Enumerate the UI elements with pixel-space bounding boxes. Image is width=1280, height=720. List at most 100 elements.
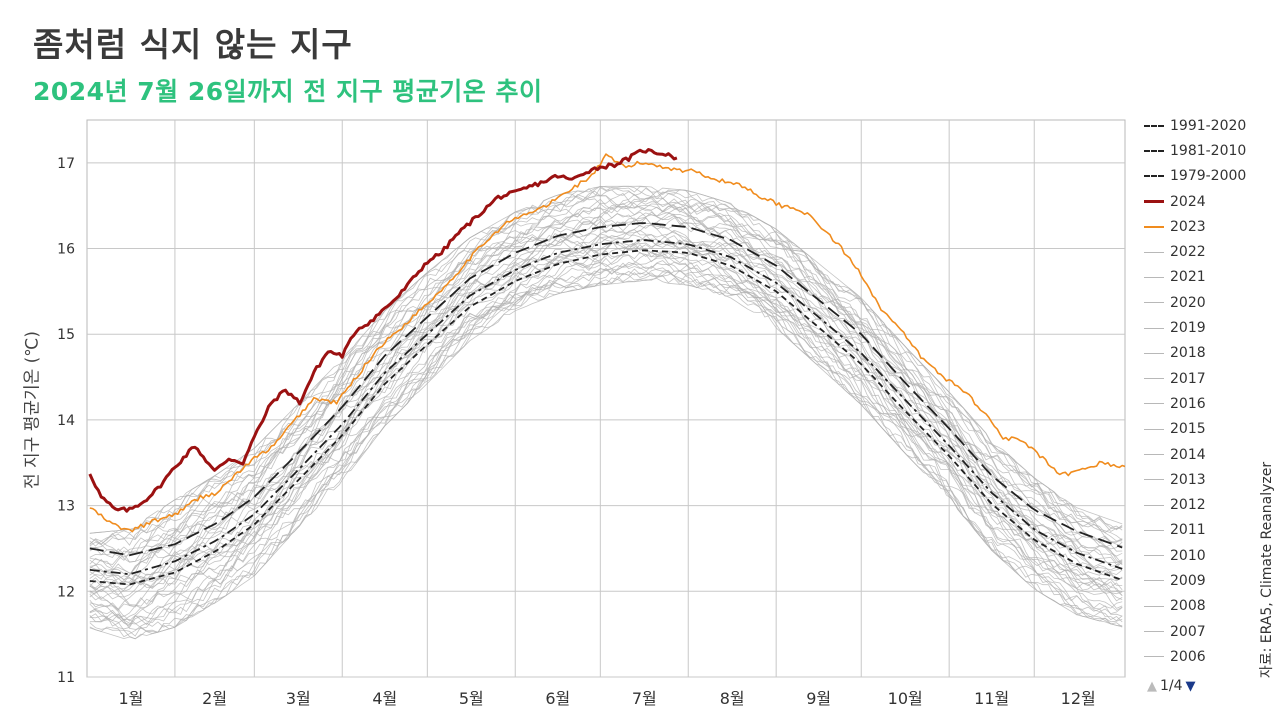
legend-item[interactable]: 2018 <box>1144 341 1280 366</box>
legend-swatch <box>1144 200 1164 204</box>
y-tick-label: 15 <box>57 327 75 343</box>
y-tick-label: 17 <box>57 156 75 172</box>
past-year-line <box>89 198 1123 561</box>
legend-item[interactable]: 2008 <box>1144 594 1280 619</box>
legend-item[interactable]: 1979-2000 <box>1144 164 1280 189</box>
legend-item[interactable]: 2007 <box>1144 619 1280 644</box>
legend-item[interactable]: 2009 <box>1144 568 1280 593</box>
legend-label: 2018 <box>1170 345 1206 362</box>
legend-item[interactable]: 2021 <box>1144 265 1280 290</box>
y-tick-label: 16 <box>57 242 75 258</box>
legend-label: 2013 <box>1170 471 1206 488</box>
past-year-line <box>89 185 1123 534</box>
legend-item[interactable]: 1981-2010 <box>1144 138 1280 163</box>
y-tick-label: 12 <box>57 584 75 600</box>
legend-item[interactable]: 2012 <box>1144 492 1280 517</box>
legend-swatch <box>1144 605 1164 607</box>
past-year-line <box>89 216 1123 581</box>
triangle-down-icon[interactable]: ▼ <box>1185 678 1196 694</box>
x-tick-label: 4월 <box>372 689 397 708</box>
legend-label: 1979-2000 <box>1170 168 1247 185</box>
legend-pager: ▲ 1/4 ▼ <box>1147 678 1196 694</box>
legend-label: 2016 <box>1170 395 1206 412</box>
legend-label: 2012 <box>1170 497 1206 514</box>
legend-label: 2022 <box>1170 244 1206 261</box>
legend-item[interactable]: 2011 <box>1144 518 1280 543</box>
legend-item[interactable]: 2014 <box>1144 442 1280 467</box>
legend-swatch <box>1144 580 1164 582</box>
legend-item[interactable]: 2022 <box>1144 239 1280 264</box>
past-year-line <box>89 253 1123 627</box>
legend-swatch <box>1144 504 1164 506</box>
legend-swatch <box>1144 454 1164 455</box>
page-subtitle: 2024년 7월 26일까지 전 지구 평균기온 추이 <box>33 77 543 106</box>
past-year-line <box>89 245 1123 622</box>
x-tick-label: 1월 <box>119 689 144 708</box>
legend-item[interactable]: 1991-2020 <box>1144 113 1280 138</box>
legend-label: 2008 <box>1170 598 1206 615</box>
past-year-line <box>89 192 1123 565</box>
series-line-2024 <box>88 148 678 513</box>
x-tick-label: 8월 <box>720 689 745 708</box>
legend-item[interactable]: 2010 <box>1144 543 1280 568</box>
legend-item[interactable]: 2023 <box>1144 214 1280 239</box>
past-year-line <box>89 265 1123 630</box>
triangle-up-icon[interactable]: ▲ <box>1147 678 1157 694</box>
legend-label: 2011 <box>1170 522 1206 539</box>
series-line-1979-2000 <box>89 249 1123 586</box>
past-year-line <box>89 231 1123 592</box>
past-year-line <box>89 246 1123 618</box>
chart-legend: 1991-2020 1981-2010 1979-2000 2024 2023 2022 2… <box>1144 113 1280 670</box>
x-tick-label: 7월 <box>632 689 657 708</box>
legend-swatch <box>1144 327 1164 329</box>
legend-label: 2021 <box>1170 269 1206 286</box>
legend-swatch <box>1144 352 1164 354</box>
past-year-line <box>89 270 1123 637</box>
legend-label: 1981-2010 <box>1170 142 1247 159</box>
plot-area <box>86 119 1126 678</box>
legend-label: 2014 <box>1170 446 1206 463</box>
legend-swatch <box>1144 631 1164 633</box>
x-tick-label: 2월 <box>202 689 227 708</box>
past-year-line <box>89 262 1123 630</box>
legend-swatch <box>1144 124 1164 127</box>
series-line-1981-2010 <box>89 239 1123 576</box>
series-line-2023 <box>89 153 1125 533</box>
x-tick-label: 6월 <box>545 689 570 708</box>
past-year-line <box>89 190 1123 546</box>
legend-swatch <box>1144 428 1164 430</box>
legend-swatch <box>1144 175 1164 178</box>
pager-label: 1/4 <box>1160 678 1183 694</box>
x-tick-label: 5월 <box>459 689 484 708</box>
page-title: 좀처럼 식지 않는 지구 <box>33 25 353 64</box>
legend-item[interactable]: 2020 <box>1144 290 1280 315</box>
y-tick-label: 13 <box>57 499 75 515</box>
legend-item[interactable]: 2006 <box>1144 644 1280 669</box>
legend-swatch <box>1144 479 1164 481</box>
legend-item[interactable]: 2019 <box>1144 315 1280 340</box>
legend-swatch <box>1144 378 1164 380</box>
legend-swatch <box>1144 276 1164 278</box>
x-tick-label: 11월 <box>974 689 1009 708</box>
past-year-line <box>89 194 1123 549</box>
legend-item[interactable]: 2013 <box>1144 467 1280 492</box>
x-tick-label: 10월 <box>888 689 923 708</box>
legend-item[interactable]: 2024 <box>1144 189 1280 214</box>
past-year-line <box>89 206 1123 569</box>
legend-item[interactable]: 2016 <box>1144 391 1280 416</box>
legend-label: 1991-2020 <box>1170 117 1247 134</box>
past-year-line <box>89 222 1123 588</box>
x-tick-label: 3월 <box>286 689 311 708</box>
legend-label: 2009 <box>1170 572 1206 589</box>
legend-label: 2020 <box>1170 294 1206 311</box>
legend-label: 2010 <box>1170 547 1206 564</box>
x-tick-label: 12월 <box>1061 689 1096 708</box>
legend-swatch <box>1144 251 1164 253</box>
x-tick-label: 9월 <box>806 689 831 708</box>
legend-item[interactable]: 2015 <box>1144 417 1280 442</box>
legend-item[interactable]: 2017 <box>1144 366 1280 391</box>
series-line-1991-2020 <box>89 222 1123 557</box>
legend-swatch <box>1144 149 1164 152</box>
legend-label: 2023 <box>1170 218 1206 235</box>
legend-label: 2017 <box>1170 370 1206 387</box>
